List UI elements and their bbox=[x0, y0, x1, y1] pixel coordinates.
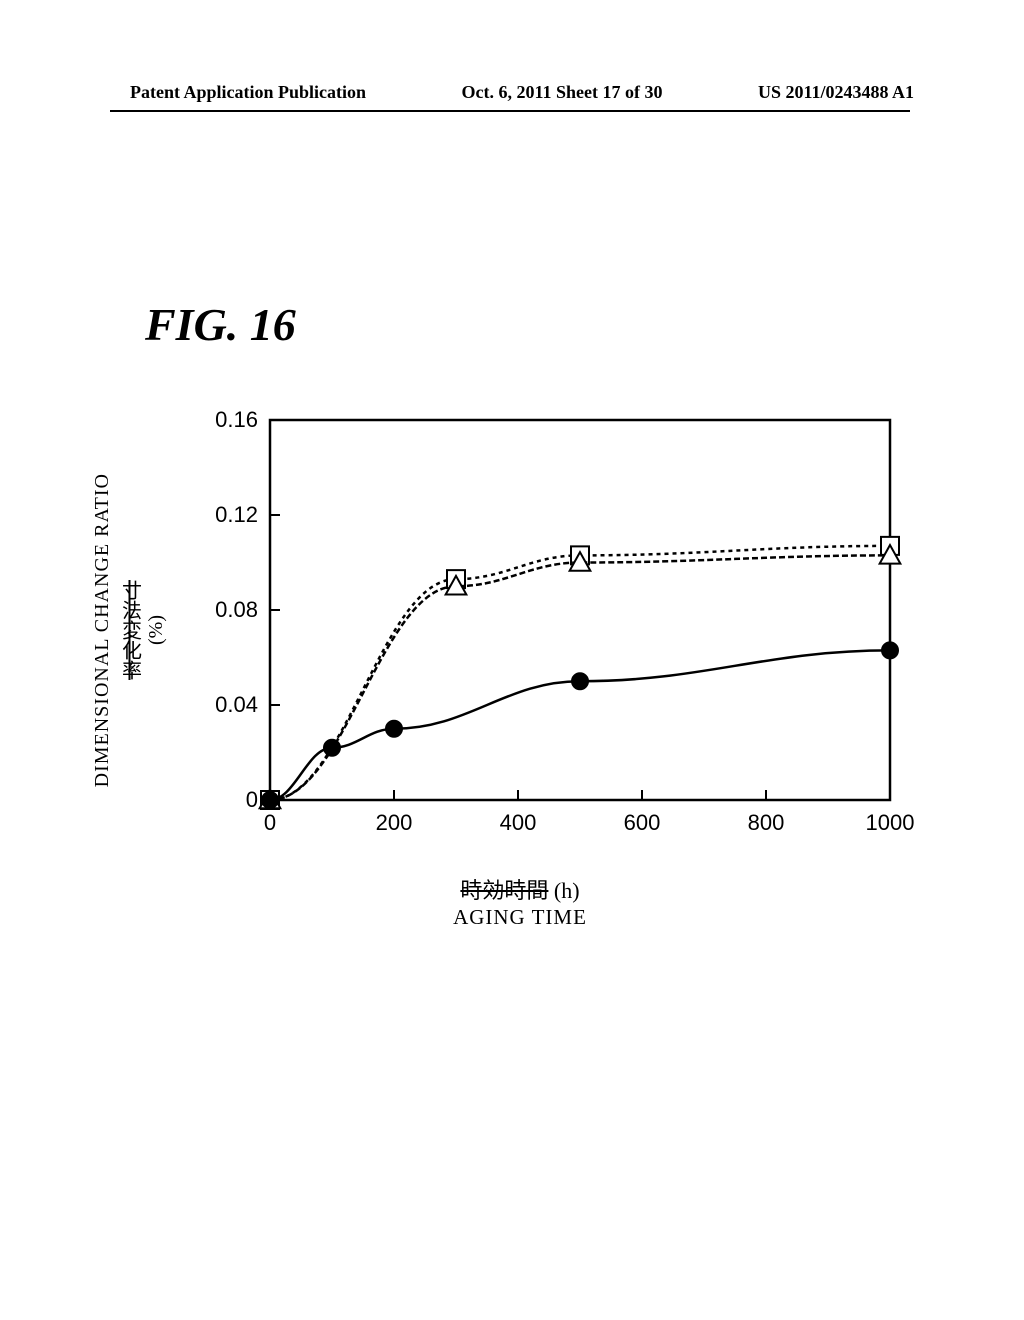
xlabel-japanese: 時効時間 bbox=[460, 878, 548, 903]
x-tick-label: 400 bbox=[500, 810, 537, 836]
x-tick-label: 800 bbox=[748, 810, 785, 836]
ylabel-unit: (%) bbox=[145, 615, 168, 645]
plot-svg bbox=[270, 420, 890, 800]
page-header: Patent Application Publication Oct. 6, 2… bbox=[0, 82, 1024, 103]
figure-label: FIG. 16 bbox=[145, 298, 296, 351]
ylabel-english: DIMENSIONAL CHANGE RATIO bbox=[91, 473, 114, 787]
y-axis-label: DIMENSIONAL CHANGE RATIO 寸法変化率 (%) bbox=[110, 470, 150, 790]
y-tick-label: 0.04 bbox=[215, 692, 258, 718]
x-tick-label: 600 bbox=[624, 810, 661, 836]
xlabel-unit: (h) bbox=[554, 878, 580, 903]
x-tick-label: 0 bbox=[264, 810, 276, 836]
header-right: US 2011/0243488 A1 bbox=[758, 82, 914, 103]
xlabel-english: AGING TIME bbox=[120, 905, 920, 930]
y-tick-label: 0.08 bbox=[215, 597, 258, 623]
x-axis-label: 時効時間 (h) AGING TIME bbox=[120, 873, 920, 930]
header-center: Oct. 6, 2011 Sheet 17 of 30 bbox=[462, 82, 663, 103]
header-left: Patent Application Publication bbox=[130, 82, 366, 103]
plot-area: 0200400600800100000.040.080.120.16 bbox=[270, 420, 890, 800]
y-tick-label: 0 bbox=[246, 787, 258, 813]
y-tick-label: 0.16 bbox=[215, 407, 258, 433]
y-tick-label: 0.12 bbox=[215, 502, 258, 528]
ylabel-japanese: 寸法変化率 bbox=[116, 580, 145, 680]
x-tick-label: 200 bbox=[376, 810, 413, 836]
header-rule bbox=[110, 110, 910, 112]
chart: DIMENSIONAL CHANGE RATIO 寸法変化率 (%) 02004… bbox=[120, 420, 920, 900]
x-tick-label: 1000 bbox=[866, 810, 915, 836]
